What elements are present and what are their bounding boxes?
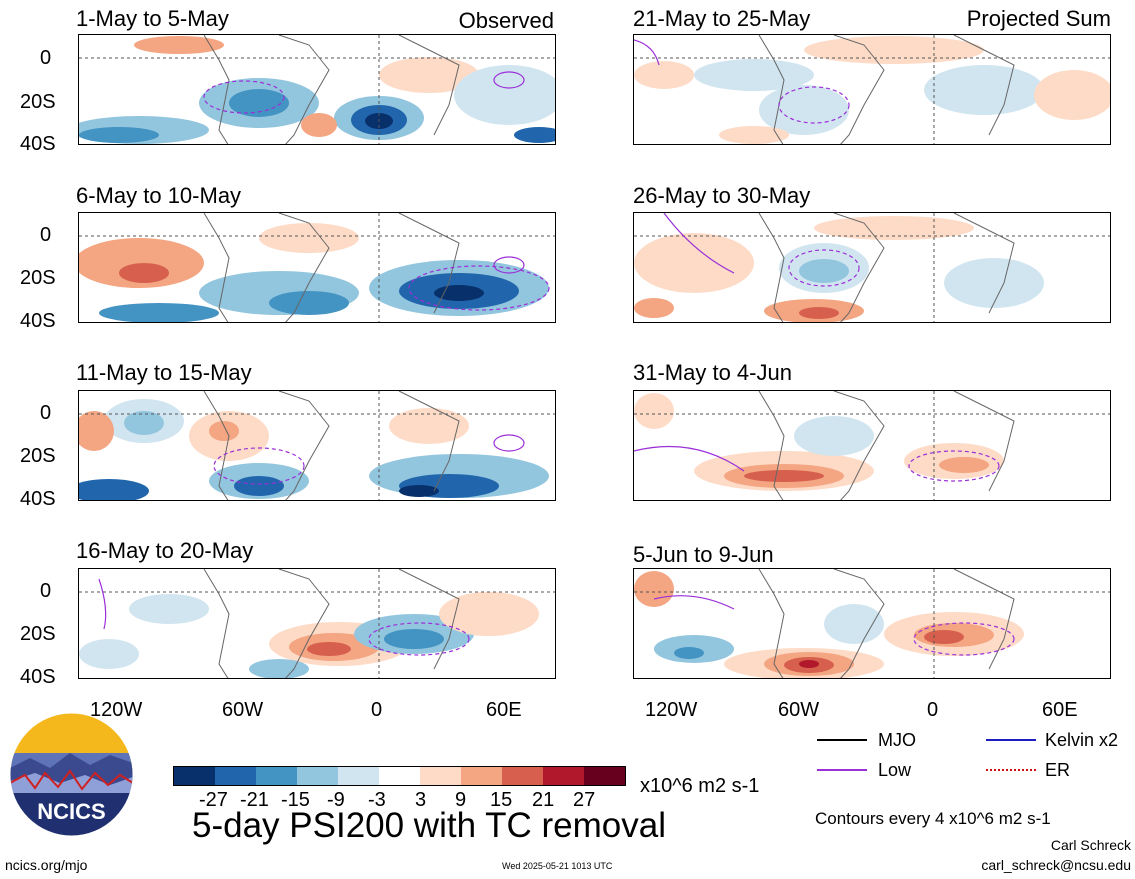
legend-line-er	[986, 769, 1036, 771]
colorbar-label: 3	[415, 789, 427, 811]
main-title: 5-day PSI200 with TC removal	[192, 806, 667, 845]
lat-label-40s: 40S	[20, 310, 56, 332]
panel-title-3: 6-May to 10-May	[76, 183, 242, 208]
anomaly-field	[79, 569, 555, 678]
colorbar-swatch	[420, 767, 461, 785]
projected-sum-label: Projected Sum	[966, 6, 1111, 31]
panel-title-4: 26-May to 30-May	[633, 183, 811, 208]
footer-author: Carl Schreck	[1050, 837, 1131, 853]
map-panel-2	[633, 34, 1111, 145]
map-panel-7	[78, 568, 556, 679]
lat-label-0: 0	[40, 224, 52, 246]
lon-label-0: 0	[927, 699, 939, 721]
colorbar-label: -27	[199, 789, 228, 811]
map-panel-6	[633, 390, 1111, 501]
footer-website: ncics.org/mjo	[5, 857, 88, 873]
legend-line-mjo	[817, 739, 867, 741]
panel-title-6: 31-May to 4-Jun	[633, 360, 792, 385]
lat-label-20s: 20S	[20, 623, 56, 645]
lat-label-0: 0	[40, 402, 52, 424]
colorbar-label: -21	[240, 789, 269, 811]
colorbar-swatch	[584, 767, 625, 785]
lat-label-40s: 40S	[20, 488, 56, 510]
colorbar-units: x10^6 m2 s-1	[640, 775, 760, 797]
legend-label-mjo: MJO	[878, 730, 916, 750]
colorbar-swatch	[215, 767, 256, 785]
colorbar-swatch	[174, 767, 215, 785]
logo-text: NCICS	[37, 799, 105, 824]
panel-title-7: 16-May to 20-May	[76, 538, 254, 563]
anomaly-field	[634, 35, 1110, 144]
colorbar-label: -15	[281, 789, 310, 811]
anomaly-field	[634, 391, 1110, 500]
anomaly-field	[79, 391, 555, 500]
map-panel-3	[78, 212, 556, 323]
colorbar-label: 21	[532, 789, 555, 811]
lat-label-20s: 20S	[20, 91, 56, 113]
map-panel-1	[78, 34, 556, 145]
panel-title-5: 11-May to 15-May	[76, 360, 252, 385]
colorbar-swatch	[461, 767, 502, 785]
lat-label-20s: 20S	[20, 267, 56, 289]
lon-label-60e: 60E	[1042, 699, 1078, 721]
observed-label: Observed	[458, 8, 554, 33]
colorbar-label: 27	[573, 789, 596, 811]
map-panel-5	[78, 390, 556, 501]
legend-line-low	[817, 769, 867, 771]
lat-label-40s: 40S	[20, 133, 56, 155]
colorbar-swatch	[543, 767, 584, 785]
lon-label-60w: 60W	[778, 699, 820, 721]
colorbar-label: -9	[327, 789, 345, 811]
ncics-logo: NCICS	[10, 713, 133, 836]
lon-label-120w: 120W	[645, 699, 698, 721]
lon-label-0: 0	[371, 699, 383, 721]
colorbar-label: 9	[455, 789, 467, 811]
legend-label-low: Low	[878, 760, 912, 780]
lat-label-40s: 40S	[20, 666, 56, 688]
footer-email: carl_schreck@ncsu.edu	[981, 857, 1131, 873]
map-panel-8	[633, 568, 1111, 679]
panel-title-2: 21-May to 25-May	[633, 6, 811, 31]
lon-label-60w: 60W	[222, 699, 264, 721]
lon-label-60e: 60E	[486, 699, 522, 721]
colorbar	[173, 766, 626, 786]
colorbar-swatch	[256, 767, 297, 785]
legend-label-kelvin: Kelvin x2	[1045, 730, 1119, 750]
colorbar-label: -3	[368, 789, 386, 811]
legend-line-kelvin	[986, 739, 1036, 741]
colorbar-swatch	[297, 767, 338, 785]
legend-label-er: ER	[1045, 760, 1071, 780]
lat-label-0: 0	[40, 580, 52, 602]
anomaly-field	[634, 213, 1110, 322]
colorbar-swatch	[379, 767, 420, 785]
anomaly-field	[79, 213, 555, 322]
colorbar-swatch	[502, 767, 543, 785]
panel-title-1: 1-May to 5-May	[76, 6, 229, 31]
map-panel-4	[633, 212, 1111, 323]
lat-label-20s: 20S	[20, 445, 56, 467]
panel-title-8: 5-Jun to 9-Jun	[633, 542, 774, 567]
lon-label-120w: 120W	[90, 699, 143, 721]
colorbar-label: 15	[490, 789, 513, 811]
footer-timestamp: Wed 2025-05-21 1013 UTC	[502, 861, 613, 871]
contour-note: Contours every 4 x10^6 m2 s-1	[815, 809, 1051, 828]
lat-label-0: 0	[40, 47, 52, 69]
anomaly-field	[634, 569, 1110, 678]
anomaly-field	[79, 35, 555, 144]
colorbar-swatch	[338, 767, 379, 785]
